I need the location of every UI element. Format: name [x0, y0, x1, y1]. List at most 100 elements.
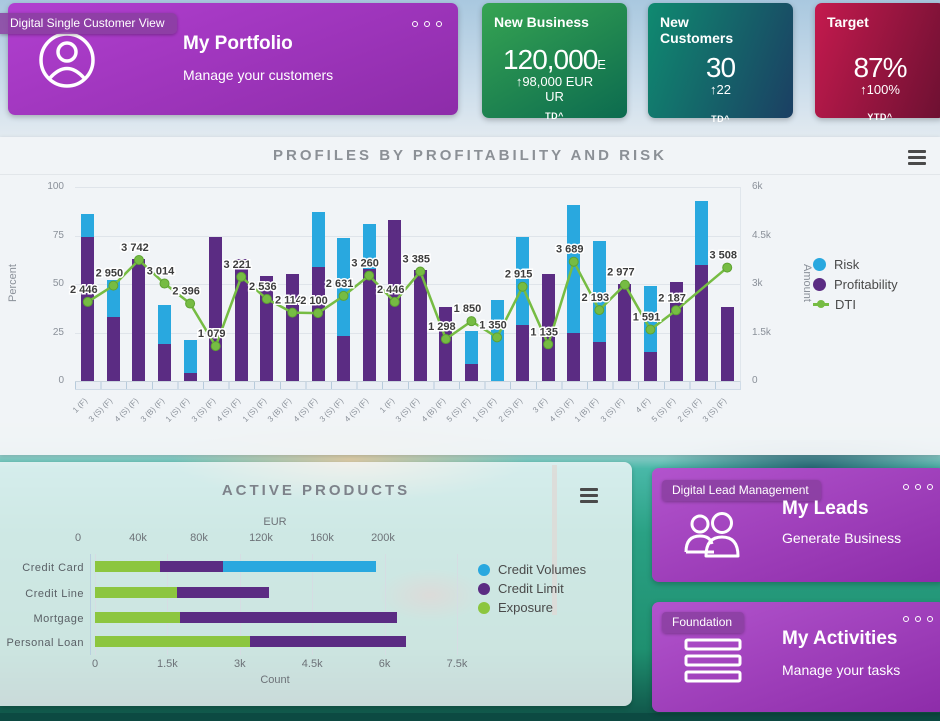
target-title: Target — [827, 14, 869, 30]
dti-point[interactable] — [389, 296, 400, 307]
exposure-bar[interactable] — [95, 561, 161, 572]
credit-limit-bar[interactable] — [249, 636, 407, 647]
new-business-card[interactable]: New Business 120,000E ↑98,000 EUR UR TD^ — [482, 3, 627, 121]
profitability-bar[interactable] — [234, 258, 248, 381]
more-menu-icon[interactable] — [903, 484, 933, 490]
more-menu-icon[interactable] — [903, 616, 933, 622]
category-label: Credit Card — [22, 562, 84, 574]
dti-point[interactable] — [415, 266, 426, 277]
legend-item-exposure[interactable]: Exposure — [478, 600, 586, 615]
risk-bar[interactable] — [158, 305, 171, 345]
profitability-bar[interactable] — [567, 332, 581, 381]
legend-item-dti[interactable]: DTI — [813, 297, 898, 312]
profitability-bar[interactable] — [516, 324, 530, 381]
dti-point[interactable] — [287, 307, 298, 318]
dti-point[interactable] — [492, 332, 503, 343]
activities-title: My Activities — [782, 628, 898, 649]
chart-menu-icon[interactable] — [908, 150, 926, 168]
legend-item-credit-volumes[interactable]: Credit Volumes — [478, 562, 586, 577]
risk-bar[interactable] — [311, 212, 325, 267]
risk-bar[interactable] — [81, 214, 95, 238]
activities-subtitle: Manage your tasks — [782, 662, 901, 678]
profitability-bar[interactable] — [81, 237, 95, 381]
credit-limit-bar[interactable] — [160, 561, 223, 572]
dti-point[interactable] — [440, 334, 451, 345]
profitability-bar[interactable] — [720, 307, 734, 381]
dti-point[interactable] — [185, 298, 196, 309]
dti-data-label: 1 591 — [633, 312, 661, 324]
profitability-bar[interactable] — [644, 351, 657, 381]
dti-point[interactable] — [133, 255, 144, 266]
gridline — [75, 187, 740, 188]
risk-bar[interactable] — [695, 200, 709, 265]
risk-bar[interactable] — [362, 223, 376, 269]
credit-limit-bar[interactable] — [177, 587, 269, 598]
bottom-tick-label: 4.5k — [301, 658, 323, 670]
profitability-bar[interactable] — [132, 258, 146, 381]
products-chart-title: ACTIVE PRODUCTS — [221, 482, 411, 499]
dti-point[interactable] — [722, 262, 733, 273]
profitability-bar[interactable] — [695, 264, 709, 381]
dti-data-label: 2 446 — [377, 284, 405, 296]
my-leads-card[interactable]: Digital Lead Management My Leads Generat… — [652, 468, 940, 582]
risk-bar[interactable] — [644, 285, 657, 352]
dti-point[interactable] — [466, 316, 477, 327]
profitability-bar[interactable] — [311, 266, 325, 381]
risk-bar[interactable] — [183, 340, 197, 374]
top-tick-label: 200k — [371, 532, 395, 544]
dti-point[interactable] — [82, 296, 93, 307]
dti-point[interactable] — [645, 324, 656, 335]
exposure-swatch-icon — [478, 601, 490, 614]
new-business-unit: E — [597, 57, 606, 72]
task-list-icon — [684, 638, 742, 683]
profitability-bar[interactable] — [413, 270, 427, 381]
dti-point[interactable] — [594, 305, 605, 316]
dti-point[interactable] — [568, 256, 579, 267]
dti-point[interactable] — [619, 279, 630, 290]
profitability-bar[interactable] — [592, 342, 606, 381]
dti-point[interactable] — [236, 271, 247, 282]
profitability-bar[interactable] — [362, 268, 376, 381]
bottom-tick-label: 7.5k — [446, 658, 468, 670]
exposure-bar[interactable] — [95, 612, 180, 623]
dti-point[interactable] — [108, 280, 119, 291]
legend-item-risk[interactable]: Risk — [813, 257, 898, 272]
profitability-bar[interactable] — [618, 284, 632, 381]
risk-bar[interactable] — [337, 237, 351, 337]
dti-point[interactable] — [261, 294, 272, 305]
risk-bar[interactable] — [592, 241, 606, 343]
dti-point[interactable] — [159, 278, 170, 289]
dti-point[interactable] — [338, 290, 349, 301]
profitability-bar[interactable] — [106, 317, 120, 381]
profitability-bar[interactable] — [337, 336, 351, 381]
risk-bar[interactable] — [464, 330, 478, 364]
profitability-bar[interactable] — [541, 274, 555, 381]
products-menu-icon[interactable] — [580, 488, 598, 506]
portfolio-card[interactable]: My Portfolio Manage your customers — [8, 3, 458, 115]
profitability-bar[interactable] — [183, 373, 197, 381]
exposure-bar[interactable] — [95, 636, 250, 647]
new-customers-card[interactable]: New Customers 30 ↑22 TD^ — [648, 3, 793, 124]
risk-bar[interactable] — [516, 237, 530, 325]
gridline — [95, 554, 96, 655]
profitability-bar[interactable] — [439, 307, 453, 381]
dti-point[interactable] — [671, 305, 682, 316]
risk-bar[interactable] — [567, 204, 581, 333]
profitability-bar[interactable] — [285, 274, 299, 381]
people-icon — [684, 512, 740, 558]
profitability-bar[interactable] — [158, 344, 171, 381]
dti-point[interactable] — [210, 341, 221, 352]
dti-point[interactable] — [312, 308, 323, 319]
legend-item-credit-limit[interactable]: Credit Limit — [478, 581, 586, 596]
dti-point[interactable] — [364, 270, 375, 281]
target-card[interactable]: Target 87% ↑100% YTD^ — [815, 3, 940, 122]
my-activities-card[interactable]: Foundation My Activities Manage your tas… — [652, 602, 940, 712]
dti-point[interactable] — [517, 281, 528, 292]
credit-volumes-bar[interactable] — [222, 561, 376, 572]
credit-limit-bar[interactable] — [179, 612, 397, 623]
legend-item-profitability[interactable]: Profitability — [813, 277, 898, 292]
dti-point[interactable] — [543, 339, 554, 350]
profitability-bar[interactable] — [464, 363, 478, 381]
exposure-bar[interactable] — [95, 587, 178, 598]
more-menu-icon[interactable] — [412, 21, 442, 27]
